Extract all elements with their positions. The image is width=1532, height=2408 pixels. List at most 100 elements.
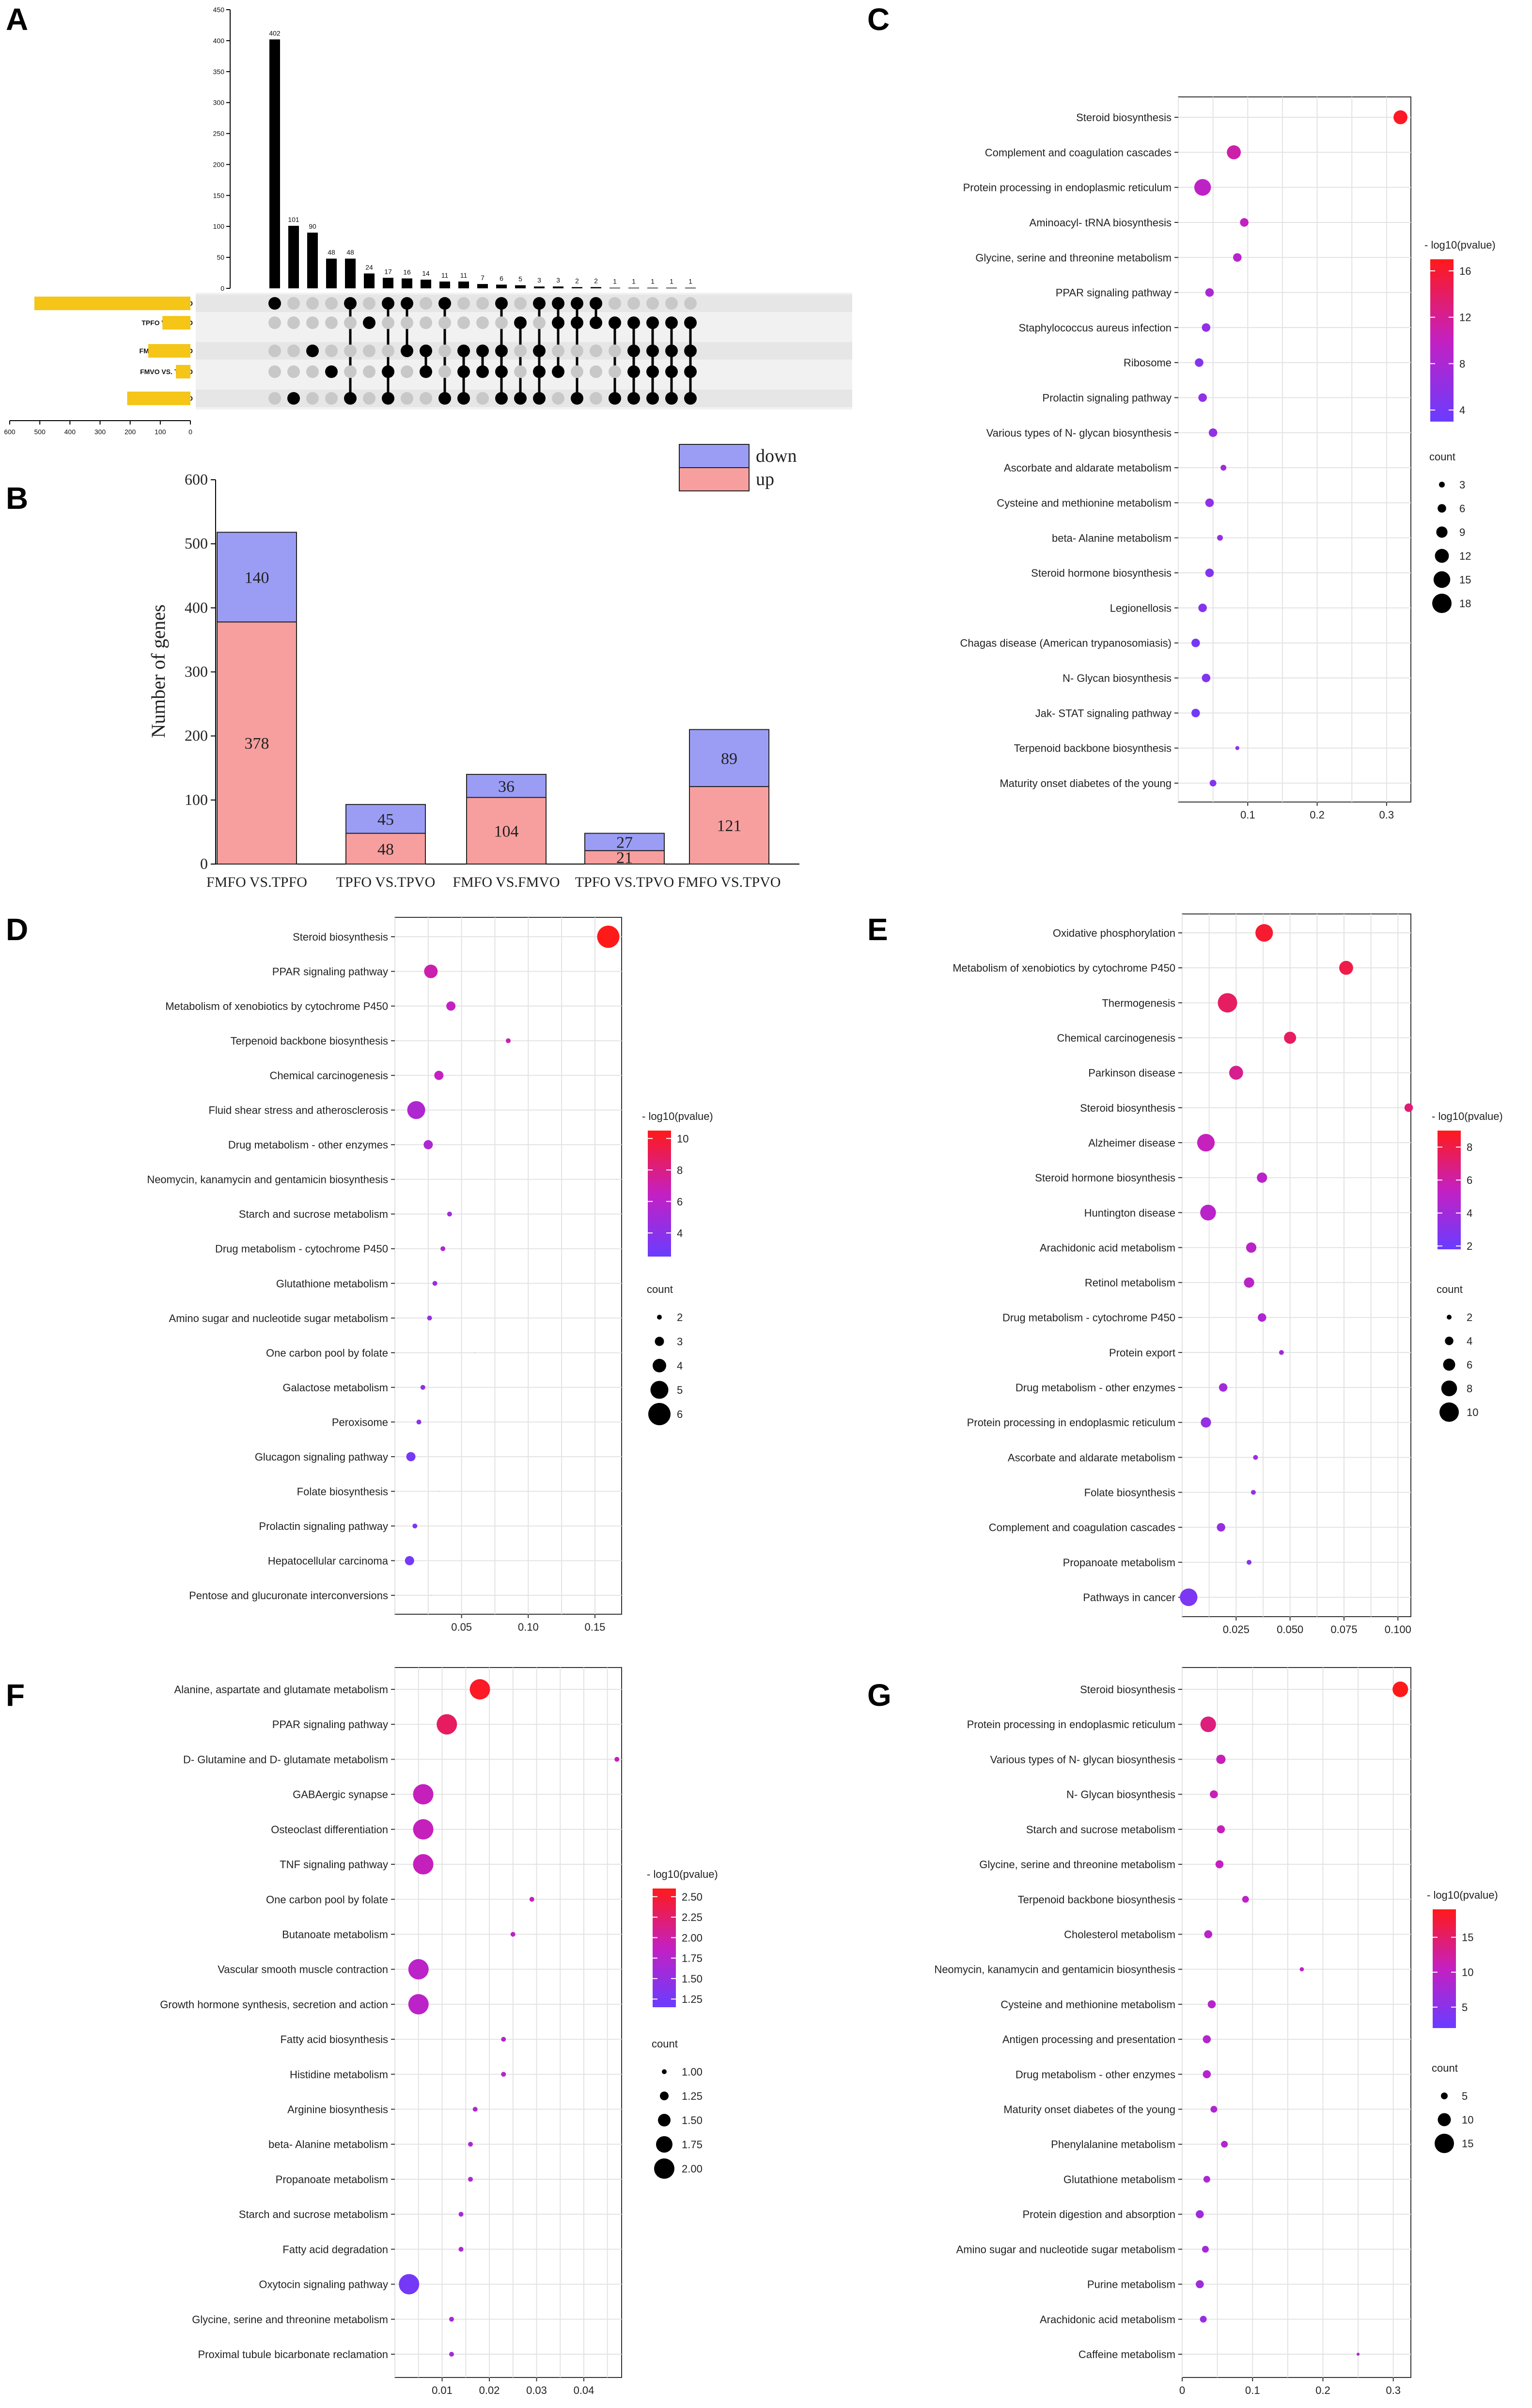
enrichment-dot — [1220, 465, 1227, 471]
membership-dot-inactive — [627, 297, 640, 310]
enrichment-dot — [412, 1523, 418, 1528]
size-legend-label: 12 — [1459, 550, 1471, 562]
set-size-bar — [34, 297, 190, 310]
enrichment-dot — [1233, 253, 1242, 262]
enrichment-dot — [1258, 1313, 1266, 1322]
legend-label-up: up — [756, 469, 774, 489]
upset-y-tick-label: 300 — [213, 99, 225, 107]
bar-segment-up — [345, 833, 426, 865]
intersection-size-label: 16 — [403, 268, 411, 276]
enrichment-dot — [1205, 288, 1214, 297]
pathway-term-label: Fatty acid biosynthesis — [280, 2033, 388, 2046]
bar-segment-down — [345, 804, 426, 834]
enrichment-dot — [1240, 218, 1249, 227]
colorbar-tick-label: 15 — [1462, 1932, 1473, 1944]
enrichment-dot — [1194, 179, 1211, 196]
pathway-term-label: Chagas disease (American trypanosomiasis… — [960, 637, 1172, 649]
pathway-term-label: Ribosome — [1124, 357, 1172, 369]
size-legend-dot — [1435, 549, 1449, 563]
enrichment-dot — [1197, 1133, 1215, 1152]
pathway-term-label: Protein processing in endoplasmic reticu… — [963, 182, 1172, 194]
colorbar-tick-label: 4 — [1467, 1207, 1472, 1219]
size-legend-dot — [1445, 1337, 1454, 1345]
size-legend-label: 5 — [677, 1384, 683, 1396]
colorbar-tick-label: 8 — [677, 1164, 683, 1176]
pathway-term-label: TNF signaling pathway — [280, 1858, 388, 1871]
membership-dot-inactive — [609, 345, 621, 357]
enrichment-dot — [1218, 993, 1237, 1013]
b-y-tick-label: 200 — [185, 727, 208, 744]
membership-dot-active — [571, 297, 583, 310]
pathway-term-label: One carbon pool by folate — [266, 1893, 388, 1905]
b-y-tick-label: 500 — [185, 535, 208, 552]
pathway-term-label: Vascular smooth muscle contraction — [218, 1964, 388, 1976]
enrichment-dot — [468, 2176, 473, 2182]
membership-dot-inactive — [476, 316, 489, 329]
pathway-term-label: Folate biosynthesis — [1084, 1487, 1175, 1499]
membership-dot-active — [646, 365, 659, 378]
pathway-term-label: Drug metabolism - other enzymes — [1016, 2068, 1175, 2080]
enrichment-dot — [405, 1556, 414, 1565]
membership-dot-inactive — [363, 345, 375, 357]
pathway-term-label: N- Glycan biosynthesis — [1066, 1789, 1175, 1801]
membership-dot-inactive — [306, 316, 319, 329]
pathway-term-label: Drug metabolism - other enzymes — [1016, 1382, 1175, 1394]
membership-dot-active — [344, 297, 357, 310]
bar-value-up: 121 — [717, 817, 742, 835]
size-legend-dot — [658, 2114, 671, 2126]
membership-dot-inactive — [646, 297, 659, 310]
enrichment-dot — [423, 1140, 433, 1149]
enrichment-dot — [1207, 2000, 1216, 2009]
membership-dot-inactive — [665, 297, 678, 310]
pathway-term-label: Arachidonic acid metabolism — [1040, 1242, 1175, 1254]
intersection-bar — [591, 287, 601, 288]
pathway-term-label: Chemical carcinogenesis — [1057, 1032, 1175, 1044]
x-tick-label: 0 — [1179, 2384, 1185, 2396]
size-legend-title: count — [1429, 451, 1455, 463]
membership-dot-active — [325, 365, 338, 378]
intersection-size-label: 7 — [481, 274, 485, 282]
pathway-term-label: Glycine, serine and threonine metabolism — [192, 2314, 388, 2326]
membership-dot-active — [684, 345, 697, 357]
plot-frame — [1178, 96, 1411, 803]
enrichment-dot — [408, 1994, 429, 2015]
size-legend-label: 9 — [1459, 526, 1465, 538]
membership-dot-active — [457, 365, 470, 378]
bar-value-down: 27 — [616, 834, 633, 851]
enrichment-dot — [1203, 2070, 1211, 2078]
membership-dot-active — [590, 297, 602, 310]
x-tick-label: 0.10 — [518, 1621, 539, 1633]
size-legend-label: 1.00 — [682, 2066, 703, 2078]
membership-dot-inactive — [514, 345, 527, 357]
size-legend-label: 4 — [1467, 1335, 1472, 1347]
membership-dot-inactive — [306, 365, 319, 378]
x-tick-label: 0.03 — [526, 2384, 547, 2396]
pathway-term-label: Peroxisome — [332, 1416, 388, 1428]
panel-label-b: B — [6, 481, 28, 516]
colorbar-tick-label: 16 — [1459, 265, 1471, 277]
enrichment-dot — [1215, 1860, 1224, 1869]
enrichment-dot — [416, 1419, 422, 1425]
pathway-term-label: Alzheimer disease — [1088, 1137, 1175, 1149]
size-legend-dot — [1438, 504, 1446, 513]
size-legend-dot — [656, 2136, 672, 2153]
pathway-term-label: Cholesterol metabolism — [1064, 1928, 1175, 1940]
bar-value-down: 140 — [245, 569, 269, 587]
colorbar-tick-label: 2.00 — [682, 1932, 703, 1944]
membership-dot-inactive — [552, 392, 564, 405]
enrichment-dot — [408, 1959, 429, 1980]
bar-value-up: 378 — [245, 735, 269, 753]
intersection-bar — [288, 225, 299, 288]
b-y-axis-title: Number of genes — [147, 604, 169, 738]
pathway-term-label: Prolactin signaling pathway — [259, 1520, 388, 1532]
intersection-bar — [439, 281, 450, 288]
colorbar-tick-label: 4 — [1459, 404, 1465, 416]
size-legend-dot — [662, 2069, 667, 2074]
bar-value-down: 89 — [721, 750, 737, 768]
membership-dot-inactive — [363, 297, 375, 310]
membership-dot-inactive — [287, 345, 300, 357]
pathway-term-label: Various types of N- glycan biosynthesis — [986, 427, 1172, 439]
membership-dot-inactive — [401, 392, 413, 405]
membership-dot-inactive — [571, 345, 583, 357]
size-legend-label: 8 — [1467, 1383, 1472, 1395]
